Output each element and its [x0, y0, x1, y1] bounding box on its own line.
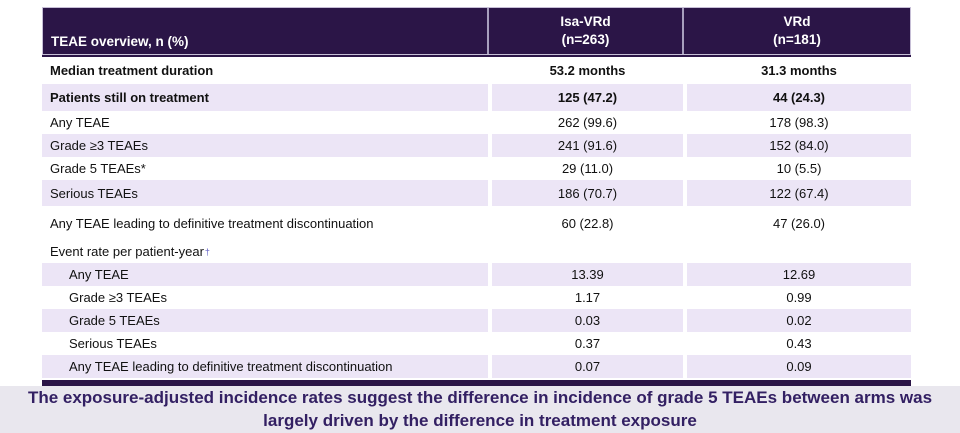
value-vrd: 10 (5.5)	[683, 157, 911, 180]
row-label-text: Grade ≥3 TEAEs	[69, 290, 167, 305]
table-header-isa-vrd: Isa-VRd (n=263)	[487, 8, 682, 54]
arm-n-vrd: (n=181)	[773, 32, 821, 47]
row-label-text: Serious TEAEs	[69, 336, 157, 351]
value-vrd: 152 (84.0)	[683, 134, 911, 157]
table-row: Any TEAE 262 (99.6) 178 (98.3)	[42, 111, 911, 134]
row-label: Any TEAE leading to definitive treatment…	[42, 355, 488, 378]
row-label: Patients still on treatment	[42, 84, 488, 111]
value-vrd: 0.02	[683, 309, 911, 332]
row-label-text: Event rate per patient-year	[50, 244, 204, 259]
table-row: Any TEAE 13.39 12.69	[42, 263, 911, 286]
row-label-text: Median treatment duration	[50, 63, 214, 78]
table-row: Patients still on treatment 125 (47.2) 44 …	[42, 84, 911, 111]
row-label-text: Patients still on treatment	[50, 90, 209, 105]
row-label: Median treatment duration	[42, 57, 488, 84]
teae-table: TEAE overview, n (%) Isa-VRd (n=263) VRd…	[42, 7, 911, 386]
row-label: Grade ≥3 TEAEs	[42, 134, 488, 157]
row-label: Any TEAE	[42, 263, 488, 286]
value-isa-vrd: 60 (22.8)	[488, 206, 683, 240]
value-isa-vrd: 241 (91.6)	[488, 134, 683, 157]
value-isa-vrd: 29 (11.0)	[488, 157, 683, 180]
row-label: Any TEAE	[42, 111, 488, 134]
table-body: Median treatment duration 53.2 months 31.3…	[42, 57, 911, 378]
value-vrd: 0.99	[683, 286, 911, 309]
table-row: Grade 5 TEAEs* 29 (11.0) 10 (5.5)	[42, 157, 911, 180]
row-label: Event rate per patient-year †	[50, 244, 210, 259]
value-isa-vrd: 125 (47.2)	[488, 84, 683, 111]
value-vrd: 47 (26.0)	[683, 206, 911, 240]
value-isa-vrd: 0.07	[488, 355, 683, 378]
arm-name-vrd: VRd	[783, 14, 811, 30]
row-label-text: Any TEAE	[69, 267, 129, 282]
table-row: Serious TEAEs 186 (70.7) 122 (67.4)	[42, 180, 911, 206]
table-bottom-border	[42, 380, 911, 386]
value-vrd: 122 (67.4)	[683, 180, 911, 206]
header-divider	[42, 55, 911, 57]
row-label-text: Serious TEAEs	[50, 185, 138, 201]
row-label-text: Grade 5 TEAEs*	[50, 161, 146, 176]
value-isa-vrd: 0.03	[488, 309, 683, 332]
arm-name-isa-vrd: Isa-VRd	[560, 14, 611, 30]
row-label: Serious TEAEs	[42, 180, 488, 206]
row-label-text: Grade 5 TEAEs	[69, 313, 160, 328]
table-row: Any TEAE leading to definitive treatment…	[42, 206, 911, 240]
row-label: Grade 5 TEAEs*	[42, 157, 488, 180]
table-row: Serious TEAEs 0.37 0.43	[42, 332, 911, 355]
row-label: Serious TEAEs	[42, 332, 488, 355]
value-isa-vrd: 186 (70.7)	[488, 180, 683, 206]
value-isa-vrd: 1.17	[488, 286, 683, 309]
value-vrd	[683, 240, 911, 263]
row-label-text: Grade ≥3 TEAEs	[50, 138, 148, 153]
arm-n-isa-vrd: (n=263)	[561, 32, 610, 47]
table-row: Median treatment duration 53.2 months 31.3…	[42, 57, 911, 84]
value-isa-vrd: 53.2 months	[488, 57, 683, 84]
value-isa-vrd	[488, 240, 683, 263]
row-label: Any TEAE leading to definitive treatment…	[42, 206, 488, 240]
value-vrd: 44 (24.3)	[683, 84, 911, 111]
row-label: Grade ≥3 TEAEs	[42, 286, 488, 309]
table-header-overview: TEAE overview, n (%)	[51, 34, 189, 49]
row-label-text: Any TEAE leading to definitive treatment…	[50, 215, 374, 231]
value-isa-vrd: 13.39	[488, 263, 683, 286]
conclusion-banner: The exposure-adjusted incidence rates su…	[0, 386, 960, 433]
table-row: Grade 5 TEAEs 0.03 0.02	[42, 309, 911, 332]
value-vrd: 31.3 months	[683, 57, 911, 84]
row-label-text: Any TEAE leading to definitive treatment…	[69, 359, 393, 374]
value-vrd: 178 (98.3)	[683, 111, 911, 134]
row-label: Grade 5 TEAEs	[42, 309, 488, 332]
value-vrd: 12.69	[683, 263, 911, 286]
table-header-row: TEAE overview, n (%) Isa-VRd (n=263) VRd…	[42, 7, 911, 55]
value-vrd: 0.43	[683, 332, 911, 355]
value-isa-vrd: 0.37	[488, 332, 683, 355]
table-row: Event rate per patient-year †	[42, 240, 911, 263]
value-vrd: 0.09	[683, 355, 911, 378]
row-label-text: Any TEAE	[50, 115, 110, 130]
table-row: Any TEAE leading to definitive treatment…	[42, 355, 911, 378]
table-header-vrd: VRd (n=181)	[682, 8, 910, 54]
table-row: Grade ≥3 TEAEs 1.17 0.99	[42, 286, 911, 309]
table-row: Grade ≥3 TEAEs 241 (91.6) 152 (84.0)	[42, 134, 911, 157]
conclusion-text: The exposure-adjusted incidence rates su…	[27, 388, 933, 430]
value-isa-vrd: 262 (99.6)	[488, 111, 683, 134]
